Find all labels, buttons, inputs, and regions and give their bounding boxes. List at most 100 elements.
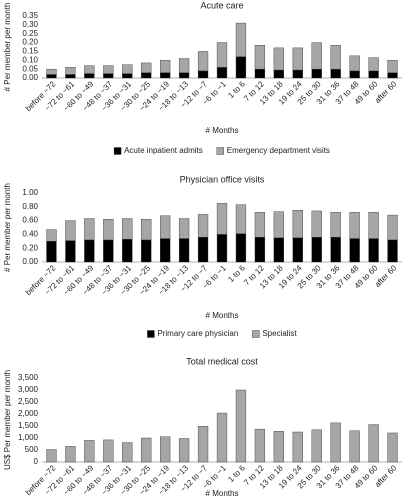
bar-segment [141, 72, 152, 79]
y-tick-label: 0.00 [22, 257, 38, 266]
bar-segment [65, 240, 76, 263]
legend-swatch [147, 330, 155, 338]
bar [292, 431, 303, 463]
bar-segment [84, 239, 95, 263]
y-tick-label: 1.00 [22, 188, 38, 197]
y-tick-label: 2,500 [18, 397, 39, 406]
y-tick-label: 500 [25, 445, 39, 454]
bar-segment [349, 55, 360, 72]
y-tick-label: 0.25 [22, 29, 38, 38]
bar-segment [368, 70, 379, 79]
chart-title: Acute care [200, 0, 243, 10]
bar-segment [103, 219, 114, 241]
y-tick-label: 3,000 [18, 385, 39, 394]
bar-segment [84, 218, 95, 241]
chart-title: Total medical cost [186, 356, 258, 366]
y-axis-title: # Per member per month [3, 3, 12, 92]
x-tick-label: after 60 [373, 263, 399, 289]
bar [197, 426, 209, 463]
legend-swatch [216, 147, 224, 155]
legend-label: Specialist [262, 329, 297, 338]
bar-segment [122, 64, 133, 74]
bar-segment [254, 236, 266, 263]
bar-segment [311, 68, 322, 79]
y-tick-label: 3,500 [18, 373, 39, 382]
x-axis-title: # Months [206, 126, 239, 135]
bar-segment [254, 68, 266, 79]
bar [141, 437, 152, 463]
bar-segment [273, 211, 284, 239]
bar-segment [330, 45, 341, 70]
bar [84, 440, 95, 463]
bar-segment [216, 67, 228, 79]
bar-segment [160, 60, 171, 73]
bar-segment [65, 220, 76, 241]
bar-segment [387, 214, 398, 241]
bar-segment [178, 72, 190, 79]
bar [103, 439, 114, 463]
bar-segment [122, 239, 133, 263]
y-tick-label: 0.40 [22, 230, 38, 239]
bar-segment [387, 239, 398, 263]
y-tick-label: 1,000 [18, 433, 39, 442]
bar-segment [122, 73, 133, 79]
bar [65, 446, 76, 463]
bar-segment [178, 218, 190, 239]
bar-segment [216, 234, 228, 263]
bar-segment [292, 69, 303, 79]
bar-segment [46, 74, 57, 79]
bar-segment [141, 62, 152, 73]
bar-segment [103, 239, 114, 263]
bar-segment [311, 210, 322, 238]
y-tick-label: 0.20 [22, 243, 38, 252]
bar-segment [178, 58, 190, 73]
bar-segment [273, 237, 284, 263]
bar-segment [311, 42, 322, 70]
bar-segment [330, 212, 341, 238]
bar [273, 431, 284, 463]
bar-segment [160, 215, 171, 239]
bar-segment [178, 238, 190, 263]
bar-segment [273, 47, 284, 71]
bar-segment [368, 238, 379, 263]
bar [330, 422, 341, 463]
bar-segment [311, 236, 322, 263]
bar-segment [349, 70, 360, 79]
bar-segment [387, 60, 398, 73]
bar-segment [160, 72, 171, 79]
chart-title: Physician office visits [180, 174, 265, 184]
bar-segment [349, 212, 360, 239]
bar-segment [141, 219, 152, 241]
y-tick-label: 2,000 [18, 409, 39, 418]
y-tick-label: 0.80 [22, 202, 38, 211]
bar-segment [368, 57, 379, 72]
bar-segment [368, 212, 379, 239]
bar-segment [292, 237, 303, 263]
x-tick-label: after 60 [373, 463, 399, 489]
y-tick-label: 0.60 [22, 216, 38, 225]
x-axis-title: # Months [206, 489, 239, 498]
y-tick-label: 0.35 [22, 11, 38, 20]
bar-segment [122, 218, 133, 240]
bar-segment [330, 68, 341, 79]
bar-segment [197, 214, 209, 238]
bar-segment [197, 70, 209, 79]
bar-segment [216, 42, 228, 68]
bar-segment [235, 56, 247, 79]
bar-segment [141, 239, 152, 263]
bar-segment [103, 73, 114, 79]
legend-label: Primary care physician [157, 329, 238, 338]
y-tick-label: 0.05 [22, 64, 38, 73]
bar [178, 438, 190, 463]
bar-segment [46, 241, 57, 263]
bar [349, 430, 360, 463]
legend-label: Acute inpatient admits [124, 146, 203, 155]
bar [160, 436, 171, 463]
bar [311, 429, 322, 463]
bar-segment [254, 45, 266, 70]
x-tick-label: after 60 [373, 79, 399, 105]
bar-segment [254, 212, 266, 238]
bar-segment [65, 74, 76, 79]
bar [122, 442, 133, 463]
